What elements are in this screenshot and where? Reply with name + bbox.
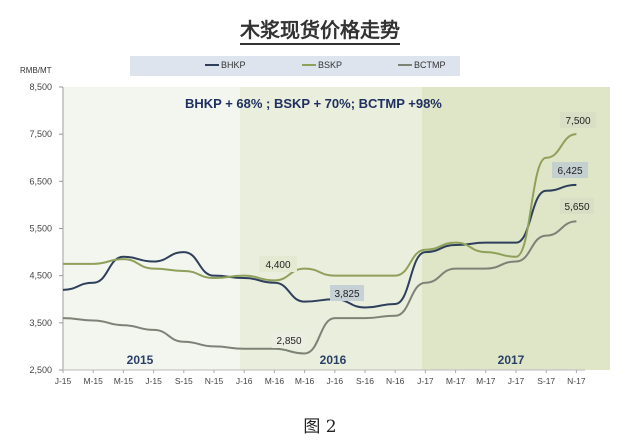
label-bctmp-2850: 2,850 (276, 336, 301, 347)
year-label-2017: 2017 (498, 353, 525, 367)
legend-item-bskp: BSKP (302, 60, 342, 70)
x-tick-label: N-16 (386, 376, 405, 386)
x-tick-label: J-17 (508, 376, 525, 386)
y-tick-label: 6,500 (29, 176, 52, 186)
x-tick-label: N-17 (567, 376, 586, 386)
bg-2017 (422, 87, 610, 370)
label-bskp-4400: 4,400 (265, 260, 290, 271)
chart-title: 木浆现货价格走势 (0, 14, 640, 45)
legend-label: BCTMP (414, 60, 446, 70)
x-tick-label: S-16 (356, 376, 374, 386)
label-box (560, 198, 594, 214)
bhkp-line-icon (205, 64, 219, 66)
year-label-2015: 2015 (127, 353, 154, 367)
legend-item-bhkp: BHKP (205, 60, 246, 70)
legend-label: BHKP (221, 60, 246, 70)
year-label-2016: 2016 (320, 353, 347, 367)
x-tick-label: M-15 (84, 376, 104, 386)
series-line-bctmp (62, 220, 577, 355)
x-tick-label: M-17 (446, 376, 466, 386)
x-tick-label: J-17 (417, 376, 434, 386)
bg-2016 (240, 87, 422, 370)
legend: BHKP BSKP BCTMP (130, 56, 460, 76)
y-tick-label: 5,500 (29, 224, 52, 234)
bctmp-line-icon (398, 64, 412, 66)
label-box (560, 112, 596, 128)
bskp-line-icon (302, 64, 316, 66)
y-axis-unit: RMB/MT (20, 66, 52, 75)
x-tick-label: J-15 (55, 376, 72, 386)
figure-caption: 图 2 (303, 417, 337, 437)
legend-label: BSKP (318, 60, 343, 70)
label-box (259, 256, 297, 272)
series-lines (62, 133, 577, 355)
label-bhkp-6425: 6,425 (557, 166, 582, 177)
y-tick-label: 2,500 (29, 365, 52, 375)
label-bhkp-3825: 3,825 (334, 289, 359, 300)
x-tick-labels: J-15 M-15 M-15 J-15 S-15 N-15 J-16 M-16 M-16 J-16… (55, 370, 586, 386)
x-tick-label: M-16 (265, 376, 285, 386)
x-tick-label: M-16 (295, 376, 315, 386)
label-box (330, 285, 364, 301)
y-tick-label: 8,500 (29, 82, 52, 92)
x-tick-label: S-17 (537, 376, 555, 386)
x-tick-label: M-17 (476, 376, 496, 386)
x-tick-label: J-16 (236, 376, 253, 386)
label-bctmp-5650: 5,650 (564, 202, 589, 213)
bg-2015 (64, 87, 240, 370)
x-tick-label: N-15 (205, 376, 224, 386)
series-line-bhkp (62, 183, 577, 309)
legend-item-bctmp: BCTMP (398, 60, 446, 70)
label-box (272, 332, 306, 348)
y-tick-label: 7,500 (29, 129, 52, 139)
x-tick-label: S-15 (175, 376, 193, 386)
series-line-bskp (63, 133, 577, 282)
x-tick-label: M-15 (114, 376, 134, 386)
label-box (552, 162, 588, 178)
growth-annotation: BHKP + 68% ; BSKP + 70%; BCTMP +98% (185, 96, 442, 111)
y-tick-label: 4,500 (29, 271, 52, 281)
y-tick-label: 3,500 (29, 318, 52, 328)
label-bskp-7500: 7,500 (565, 116, 590, 127)
y-tick-labels: 8,500 7,500 6,500 5,500 4,500 3,500 2,500 (29, 82, 63, 375)
x-tick-label: J-15 (145, 376, 162, 386)
x-tick-label: J-16 (327, 376, 344, 386)
